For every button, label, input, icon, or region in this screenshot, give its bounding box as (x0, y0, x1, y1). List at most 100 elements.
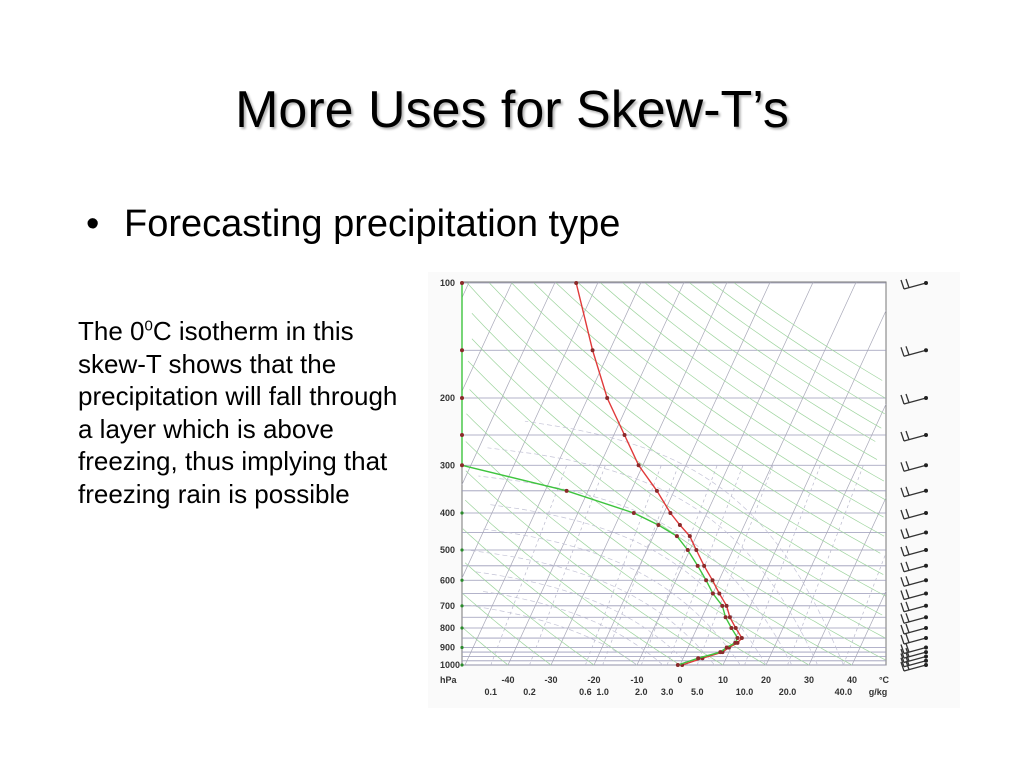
wind-barb-flag (905, 346, 910, 356)
isotherm-line (636, 281, 814, 666)
pressure-tick-label: 600 (440, 575, 455, 585)
dewpoint-point (733, 640, 738, 645)
dry-adiabat-line (471, 312, 883, 616)
temperature-point (687, 534, 692, 539)
wind-barb-flag (900, 462, 905, 472)
temperature-point (605, 395, 610, 400)
wind-barb-station (924, 663, 928, 667)
isotherm-line (851, 590, 887, 666)
wind-barb-flag (900, 487, 905, 498)
wind-barb-icon (900, 589, 928, 601)
pressure-tick-label: 100 (440, 278, 455, 288)
wind-barb-station (924, 463, 928, 468)
dry-adiabat-line (464, 499, 681, 666)
temperature-point (694, 548, 699, 553)
wind-barb-station (924, 603, 928, 608)
dewpoint-point (729, 625, 734, 630)
wind-barb-shaft (903, 490, 927, 498)
temperature-tick-label: -20 (587, 675, 600, 685)
wind-barb-shaft (903, 579, 927, 587)
mixing-ratio-tick-label: 1.0 (596, 687, 609, 697)
isotherm-line (765, 403, 887, 666)
wind-barb-flag (905, 393, 910, 403)
dry-adiabat-line (511, 282, 881, 554)
wind-barb-flag (905, 647, 910, 657)
skew-t-chart: 100 200 300 400 500 600 700 800 900 1000 hPa -40 -30… (428, 272, 960, 708)
dry-adiabat-line (644, 282, 876, 442)
isotherm-line (550, 281, 728, 666)
wind-barb-flag (900, 529, 905, 539)
temperature-point (739, 636, 744, 641)
wind-barb-icon (900, 601, 928, 613)
pressure-tick-dot (460, 578, 464, 582)
wind-barb-icon (900, 508, 928, 520)
wind-barb-station (924, 615, 928, 620)
wind-barb-station (924, 626, 928, 630)
dry-adiabat-line (578, 282, 886, 501)
pressure-tick-label: 1000 (440, 660, 460, 670)
wind-barb-flag (905, 656, 910, 666)
wind-barb-flag (905, 561, 910, 571)
wind-barb-flag (900, 657, 905, 668)
wind-barb-station (924, 433, 928, 437)
mixing-ratio-tick-label: 40.0 (835, 687, 853, 697)
temperature-tick-label: 10 (718, 675, 728, 685)
wind-barb-flag (900, 562, 905, 573)
dry-adiabat-line (471, 338, 886, 639)
slide-title: More Uses for Skew-T’s (235, 81, 789, 139)
wind-barb-flag (900, 431, 905, 442)
dewpoint-point (710, 591, 715, 596)
wind-barb-flag (900, 644, 905, 654)
temperature-point (677, 522, 682, 527)
temperature-point (727, 615, 732, 620)
wind-barb-station (924, 578, 928, 583)
wind-barb-flag (905, 461, 910, 471)
wind-barb-shaft (903, 565, 927, 573)
pressure-tick-label: 200 (440, 393, 455, 403)
wind-barb-flag (900, 279, 905, 290)
temperature-point (702, 563, 707, 568)
wind-barb-flag (905, 643, 910, 653)
temperature-point (590, 348, 595, 353)
mixing-ratio-line (843, 552, 887, 666)
wind-barb-flag (900, 509, 905, 520)
dry-adiabat-line (689, 282, 885, 415)
dry-adiabat-line (667, 282, 882, 429)
dewpoint-point (695, 563, 700, 568)
temperature-point (710, 578, 715, 583)
moist-adiabat-line (480, 590, 664, 666)
dry-adiabat-line (622, 282, 878, 460)
wind-barb-flag (900, 614, 905, 624)
wind-barb-flag (905, 430, 910, 440)
wind-barb-flag (900, 577, 905, 587)
wind-barb-icon (900, 461, 928, 472)
isotherm-line (461, 281, 513, 392)
wind-barb-station (924, 645, 928, 650)
temperature-point (654, 488, 659, 493)
mixing-ratio-tick-label: 5.0 (691, 687, 704, 697)
wind-barb-flag (905, 652, 910, 662)
dewpoint-point (724, 645, 729, 650)
temperature-tick-label: 0 (677, 675, 682, 685)
mixing-ratio-tick-label: 20.0 (779, 687, 797, 697)
isotherm-line (461, 281, 556, 485)
dewpoint-point (564, 488, 569, 493)
dewpoint-point (631, 510, 636, 515)
wind-barb-station (924, 488, 928, 493)
bullet-dot-icon: • (86, 203, 100, 245)
dewpoint-point (656, 522, 661, 527)
wind-barb-flag (900, 624, 905, 635)
wind-barb-icon (900, 430, 928, 442)
dewpoint-point (460, 281, 464, 285)
dry-adiabat-line (467, 360, 886, 661)
mixing-ratio-tick-label: 3.0 (661, 687, 674, 697)
wind-barb-flag (905, 589, 910, 599)
isotherm-line (722, 310, 887, 666)
temperature-point (574, 281, 579, 285)
moist-adiabat-line (474, 571, 689, 666)
wind-barb-station (924, 530, 928, 535)
wind-barb-shaft (903, 616, 927, 624)
wind-barb-flag (905, 278, 910, 288)
dewpoint-point (696, 656, 701, 661)
temperature-point (724, 603, 729, 608)
